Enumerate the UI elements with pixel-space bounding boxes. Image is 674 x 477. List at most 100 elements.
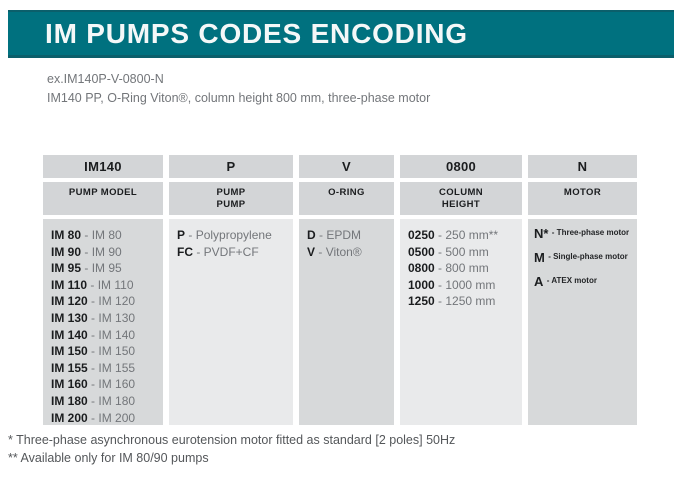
entry-code: IM 155 <box>51 360 88 375</box>
table-column-pump-material: P PUMP PUMP P - Polypropylene FC - PVDF+CF <box>169 155 293 425</box>
code-entry: D - EPDM <box>307 227 390 244</box>
column-code-cell: V <box>299 155 394 178</box>
table-column-column-height: 0800 COLUMN HEIGHT 0250 - 250 mm** 0500 - … <box>400 155 522 425</box>
column-body-cell: N* - Three-phase motor M - Single-phase m… <box>528 219 637 425</box>
table-column-motor: N MOTOR N* - Three-phase motor M - Single… <box>528 155 637 425</box>
column-label-cell: MOTOR <box>528 182 637 215</box>
table-column-pump-model: IM140 PUMP MODEL IM 80 - IM 80 IM 90 - IM… <box>43 155 163 425</box>
entry-desc: - Polypropylene <box>188 228 272 242</box>
entry-code: V <box>307 244 316 259</box>
column-label-cell: COLUMN HEIGHT <box>400 182 522 215</box>
entry-desc: - PVDF+CF <box>196 244 259 259</box>
entry-code: IM 140 <box>51 327 88 342</box>
entry-code: P <box>177 228 186 242</box>
column-code-cell: IM140 <box>43 155 163 178</box>
entry-desc: - IM 95 <box>84 261 122 276</box>
code-entry: 1000 - 1000 mm <box>408 277 518 294</box>
entry-code: IM 110 <box>51 277 88 292</box>
code-entry: IM 80 - IM 80 <box>51 227 159 244</box>
code-entry: IM 95 - IM 95 <box>51 260 159 277</box>
entry-code: IM 160 <box>51 377 88 392</box>
code-entry: N* - Three-phase motor <box>534 227 633 242</box>
code-entry: IM 110 - IM 110 <box>51 277 159 294</box>
column-label-line: HEIGHT <box>441 198 481 210</box>
entry-code: M <box>534 250 545 265</box>
entry-desc: - 800 mm <box>438 261 489 276</box>
footnotes: * Three-phase asynchronous eurotension m… <box>8 431 455 467</box>
column-label-line: O-RING <box>328 187 365 198</box>
column-code-cell: P <box>169 155 293 178</box>
column-label-cell: PUMP PUMP <box>169 182 293 215</box>
entry-code: 0250 <box>408 228 435 242</box>
column-body-cell: IM 80 - IM 80 IM 90 - IM 90 IM 95 - IM 95 I… <box>43 219 163 425</box>
entry-desc: - Single-phase motor <box>548 252 628 261</box>
entry-code: 0500 <box>408 244 435 259</box>
footnote-line: * Three-phase asynchronous eurotension m… <box>8 433 456 447</box>
code-entry: M - Single-phase motor <box>534 251 633 266</box>
example-description-line: IM140 PP, O-Ring Viton®, column height 8… <box>47 91 431 105</box>
column-body-cell: P - Polypropylene FC - PVDF+CF <box>169 219 293 425</box>
entry-desc: - 1250 mm <box>438 294 496 309</box>
code-entry: V - Viton® <box>307 244 390 261</box>
code-entry: IM 130 - IM 130 <box>51 310 159 327</box>
entry-code: IM 120 <box>51 294 88 309</box>
entry-code: IM 130 <box>51 310 88 325</box>
codes-table: IM140 PUMP MODEL IM 80 - IM 80 IM 90 - IM… <box>43 155 637 425</box>
code-entry: IM 160 - IM 160 <box>51 376 159 393</box>
code-entry: FC - PVDF+CF <box>177 244 289 261</box>
code-entry: 0800 - 800 mm <box>408 260 518 277</box>
code-entry: P - Polypropylene <box>177 227 289 244</box>
code-entry: 0500 - 500 mm <box>408 244 518 261</box>
column-code-cell: N <box>528 155 637 178</box>
code-entry: 1250 - 1250 mm <box>408 293 518 310</box>
column-label-line: PUMP <box>216 187 246 198</box>
column-label-line: COLUMN <box>438 187 484 198</box>
code-entry: IM 90 - IM 90 <box>51 244 159 261</box>
entry-desc: - 250 mm** <box>438 228 499 242</box>
entry-desc: - IM 160 <box>91 377 136 392</box>
entry-code: 1000 <box>408 277 435 292</box>
entry-code: 1250 <box>408 294 435 309</box>
entry-code: A <box>534 274 544 289</box>
entry-desc: - IM 150 <box>91 344 136 359</box>
entry-desc: - IM 200 <box>91 410 136 425</box>
entry-desc: - IM 80 <box>84 228 122 242</box>
code-entry: IM 155 - IM 155 <box>51 360 159 377</box>
example-code-line: ex.IM140P-V-0800-N <box>47 72 164 86</box>
entry-code: IM 180 <box>51 393 88 408</box>
column-body-cell: D - EPDM V - Viton® <box>299 219 394 425</box>
entry-desc: - 1000 mm <box>438 277 496 292</box>
table-column-o-ring: V O-RING D - EPDM V - Viton® <box>299 155 394 425</box>
entry-desc: - IM 90 <box>84 244 122 259</box>
entry-code: IM 90 <box>51 244 82 259</box>
entry-desc: - IM 110 <box>90 277 134 292</box>
entry-code: IM 200 <box>51 410 88 425</box>
entry-code: IM 80 <box>51 228 82 242</box>
entry-desc: - IM 130 <box>91 310 136 325</box>
code-entry: IM 120 - IM 120 <box>51 293 159 310</box>
entry-code: IM 150 <box>51 344 88 359</box>
entry-desc: - 500 mm <box>438 244 489 259</box>
column-label-line: MOTOR <box>563 187 602 198</box>
entry-code: D <box>307 228 316 242</box>
column-label-cell: PUMP MODEL <box>43 182 163 215</box>
entry-code: N* <box>534 226 549 241</box>
entry-desc: - Three-phase motor <box>551 228 630 237</box>
code-entry: IM 200 - IM 200 <box>51 410 159 427</box>
code-entry: A - ATEX motor <box>534 275 633 290</box>
entry-desc: - ATEX motor <box>546 276 597 285</box>
entry-desc: - Viton® <box>318 244 362 259</box>
entry-desc: - IM 155 <box>91 360 136 375</box>
entry-desc: - IM 140 <box>91 327 136 342</box>
entry-desc: - EPDM <box>319 228 362 242</box>
code-entry: IM 150 - IM 150 <box>51 343 159 360</box>
code-entry: IM 140 - IM 140 <box>51 327 159 344</box>
entry-desc: - IM 180 <box>91 393 136 408</box>
column-body-cell: 0250 - 250 mm** 0500 - 500 mm 0800 - 800 m… <box>400 219 522 425</box>
footnote-line: ** Available only for IM 80/90 pumps <box>8 451 209 465</box>
code-entry: 0250 - 250 mm** <box>408 227 518 244</box>
entry-desc: - IM 120 <box>91 294 136 309</box>
column-label-cell: O-RING <box>299 182 394 215</box>
entry-code: IM 95 <box>51 261 82 276</box>
